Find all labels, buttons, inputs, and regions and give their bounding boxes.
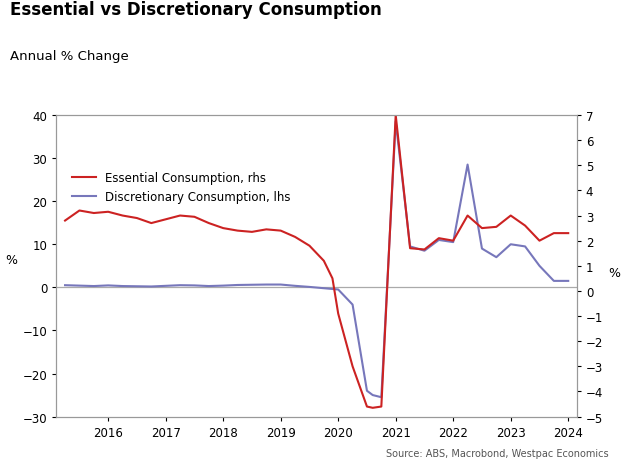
Discretionary Consumption, lhs — [406, 244, 414, 250]
Essential Consumption, rhs — [147, 221, 155, 226]
Essential Consumption, rhs — [105, 210, 112, 215]
Essential Consumption, rhs — [205, 221, 213, 226]
Y-axis label: %: % — [6, 253, 18, 266]
Essential Consumption, rhs — [234, 228, 241, 234]
Essential Consumption, rhs — [421, 247, 428, 253]
Essential Consumption, rhs — [90, 211, 98, 216]
Essential Consumption, rhs — [435, 236, 443, 241]
Discretionary Consumption, lhs — [133, 284, 140, 289]
Essential Consumption, rhs — [564, 231, 572, 237]
Text: Essential vs Discretionary Consumption: Essential vs Discretionary Consumption — [9, 1, 381, 19]
Discretionary Consumption, lhs — [90, 284, 98, 289]
Essential Consumption, rhs — [377, 404, 385, 409]
Essential Consumption, rhs — [493, 225, 500, 230]
Essential Consumption, rhs — [306, 244, 314, 249]
Discretionary Consumption, lhs — [550, 279, 557, 284]
Discretionary Consumption, lhs — [535, 263, 543, 269]
Discretionary Consumption, lhs — [320, 286, 327, 291]
Discretionary Consumption, lhs — [105, 283, 112, 288]
Discretionary Consumption, lhs — [507, 242, 515, 248]
Essential Consumption, rhs — [406, 246, 414, 251]
Line: Essential Consumption, rhs: Essential Consumption, rhs — [65, 116, 568, 408]
Discretionary Consumption, lhs — [369, 393, 376, 398]
Discretionary Consumption, lhs — [219, 283, 227, 289]
Discretionary Consumption, lhs — [363, 388, 371, 394]
Discretionary Consumption, lhs — [435, 238, 443, 243]
Discretionary Consumption, lhs — [248, 282, 256, 288]
Essential Consumption, rhs — [329, 276, 336, 282]
Discretionary Consumption, lhs — [464, 163, 472, 168]
Discretionary Consumption, lhs — [61, 283, 69, 288]
Discretionary Consumption, lhs — [349, 302, 356, 308]
Essential Consumption, rhs — [521, 223, 529, 229]
Essential Consumption, rhs — [263, 227, 270, 232]
Y-axis label: %: % — [608, 266, 620, 279]
Essential Consumption, rhs — [392, 113, 399, 119]
Text: Source: ABS, Macrobond, Westpac Economics: Source: ABS, Macrobond, Westpac Economic… — [386, 448, 608, 458]
Discretionary Consumption, lhs — [76, 283, 83, 289]
Discretionary Consumption, lhs — [292, 283, 299, 289]
Essential Consumption, rhs — [133, 216, 140, 221]
Discretionary Consumption, lhs — [191, 283, 198, 288]
Essential Consumption, rhs — [219, 226, 227, 232]
Text: Annual % Change: Annual % Change — [9, 50, 129, 63]
Discretionary Consumption, lhs — [478, 246, 486, 252]
Essential Consumption, rhs — [369, 405, 376, 411]
Essential Consumption, rhs — [292, 235, 299, 240]
Essential Consumption, rhs — [119, 213, 126, 219]
Discretionary Consumption, lhs — [263, 282, 270, 288]
Discretionary Consumption, lhs — [564, 279, 572, 284]
Essential Consumption, rhs — [191, 214, 198, 220]
Essential Consumption, rhs — [349, 364, 356, 369]
Legend: Essential Consumption, rhs, Discretionary Consumption, lhs: Essential Consumption, rhs, Discretionar… — [68, 167, 295, 208]
Discretionary Consumption, lhs — [147, 284, 155, 290]
Essential Consumption, rhs — [162, 217, 169, 223]
Essential Consumption, rhs — [507, 213, 515, 219]
Discretionary Consumption, lhs — [277, 282, 285, 288]
Discretionary Consumption, lhs — [493, 255, 500, 260]
Discretionary Consumption, lhs — [119, 284, 126, 289]
Essential Consumption, rhs — [320, 258, 327, 264]
Essential Consumption, rhs — [176, 213, 184, 219]
Essential Consumption, rhs — [76, 208, 83, 214]
Essential Consumption, rhs — [550, 231, 557, 237]
Discretionary Consumption, lhs — [377, 394, 385, 400]
Discretionary Consumption, lhs — [392, 119, 399, 125]
Essential Consumption, rhs — [334, 311, 342, 317]
Essential Consumption, rhs — [450, 238, 457, 244]
Discretionary Consumption, lhs — [234, 282, 241, 288]
Essential Consumption, rhs — [464, 213, 472, 219]
Discretionary Consumption, lhs — [334, 287, 342, 293]
Discretionary Consumption, lhs — [176, 283, 184, 288]
Discretionary Consumption, lhs — [205, 284, 213, 289]
Essential Consumption, rhs — [277, 228, 285, 234]
Essential Consumption, rhs — [61, 219, 69, 224]
Essential Consumption, rhs — [248, 230, 256, 235]
Discretionary Consumption, lhs — [450, 240, 457, 245]
Discretionary Consumption, lhs — [521, 244, 529, 250]
Discretionary Consumption, lhs — [162, 283, 169, 289]
Essential Consumption, rhs — [535, 238, 543, 244]
Essential Consumption, rhs — [363, 404, 371, 409]
Discretionary Consumption, lhs — [421, 248, 428, 254]
Line: Discretionary Consumption, lhs: Discretionary Consumption, lhs — [65, 122, 568, 397]
Essential Consumption, rhs — [478, 226, 486, 232]
Discretionary Consumption, lhs — [306, 284, 314, 290]
